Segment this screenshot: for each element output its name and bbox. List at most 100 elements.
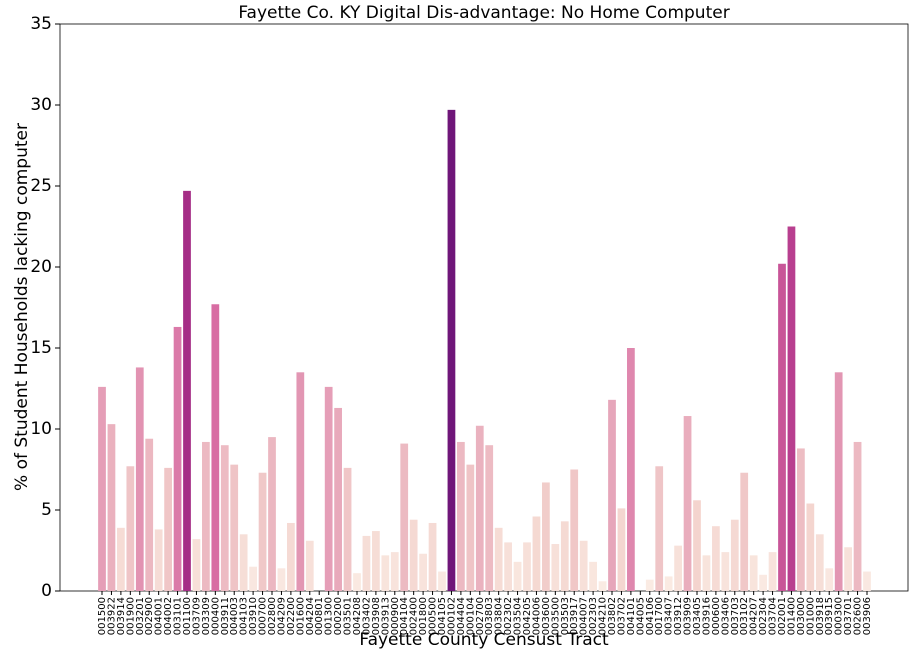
bar	[277, 568, 286, 591]
bar	[532, 516, 541, 591]
bar	[589, 561, 597, 591]
x-tick-label: 001900	[125, 597, 136, 635]
x-tick-label: 000801	[314, 597, 325, 635]
bar	[192, 539, 201, 591]
bar	[164, 467, 172, 591]
chart-title: Fayette Co. KY Digital Dis-advantage: No…	[238, 3, 729, 23]
x-tick-label: 001700	[654, 597, 665, 635]
x-tick-label: 003704	[768, 597, 779, 635]
x-tick-label: 001400	[786, 597, 797, 635]
x-tick-label: 000300	[834, 597, 845, 635]
x-tick-label: 004101	[626, 597, 637, 635]
bar	[268, 437, 276, 591]
x-tick-label: 003102	[739, 597, 750, 635]
x-tick-label: 004106	[645, 597, 656, 635]
x-tick-label: 003500	[550, 597, 561, 635]
bar	[853, 441, 862, 591]
x-tick-label: 000200	[333, 597, 344, 635]
x-tick-label: 004209	[276, 597, 287, 635]
bar	[135, 367, 144, 591]
x-tick-label: 003922	[106, 597, 117, 635]
bar	[409, 519, 418, 591]
bar	[617, 508, 626, 591]
bar	[334, 407, 342, 591]
x-tick-label: 000400	[210, 597, 221, 635]
bar	[239, 534, 248, 591]
x-tick-label: 004210	[598, 597, 609, 635]
bar	[485, 445, 494, 591]
bar	[183, 190, 191, 592]
bar	[258, 472, 267, 591]
bar	[542, 482, 550, 591]
bar	[627, 348, 635, 591]
x-tick-label: 004208	[352, 597, 363, 635]
x-tick-label: 003911	[220, 597, 231, 635]
bar	[645, 579, 654, 591]
x-tick-label: 003913	[380, 597, 391, 635]
bar	[249, 566, 257, 591]
bar	[211, 304, 220, 591]
bar	[674, 545, 682, 591]
bar	[353, 573, 361, 591]
bar	[768, 552, 777, 591]
x-tick-label: 004105	[437, 597, 448, 635]
x-tick-label: 003916	[701, 597, 712, 635]
y-tick-label: 10	[30, 419, 52, 439]
x-tick-label: 000500	[428, 597, 439, 635]
x-tick-label: 002200	[286, 597, 297, 635]
bar	[608, 399, 616, 591]
bar	[381, 555, 390, 591]
bar	[664, 576, 673, 591]
x-tick-label: 003101	[173, 597, 184, 635]
x-tick-label: 004103	[239, 597, 250, 635]
x-tick-label: 003802	[607, 597, 618, 635]
bar	[296, 372, 305, 591]
bar	[419, 553, 427, 591]
y-tick-label: 25	[30, 176, 52, 196]
x-tick-label: 003702	[616, 597, 627, 635]
x-tick-label: 002800	[267, 597, 278, 635]
x-tick-label: 002400	[409, 597, 420, 635]
bar	[834, 372, 843, 591]
x-tick-label: 004404	[456, 597, 467, 635]
bar	[513, 561, 522, 591]
x-tick-label: 003406	[720, 597, 731, 635]
bar	[778, 263, 786, 591]
x-tick-label: 000600	[711, 597, 722, 635]
x-tick-label: 003908	[371, 597, 382, 635]
plot-frame	[59, 23, 909, 592]
x-tick-label: 004207	[749, 597, 760, 635]
x-tick-label: 001500	[97, 597, 108, 635]
x-tick-label: 001600	[295, 597, 306, 635]
bar	[655, 466, 664, 591]
bar	[428, 522, 437, 591]
bar	[551, 544, 560, 591]
bar	[466, 464, 475, 591]
bar	[815, 534, 824, 591]
bar	[570, 469, 579, 591]
x-tick-label: 003910	[248, 597, 259, 635]
x-tick-label: 003501	[343, 597, 354, 635]
x-tick-label: 004104	[399, 597, 410, 635]
bar	[797, 448, 805, 591]
bar	[98, 386, 106, 591]
x-tick-label: 004007	[579, 597, 590, 635]
bar	[390, 552, 399, 591]
x-tick-label: 002303	[588, 597, 599, 635]
bar	[787, 226, 796, 591]
y-axis-label: % of Student Households lacking computer	[12, 123, 32, 491]
y-tick-label: 35	[30, 14, 52, 34]
y-tick-label: 20	[30, 257, 52, 277]
bar	[457, 441, 465, 591]
x-tick-label: 004205	[522, 597, 533, 635]
bar	[324, 386, 333, 591]
x-axis-label: Fayette County Censust Tract	[359, 630, 609, 650]
bar	[126, 466, 135, 591]
bar	[740, 472, 749, 591]
bar	[863, 571, 871, 591]
y-tick-label: 15	[30, 338, 52, 358]
bar	[154, 529, 163, 591]
bar	[202, 441, 210, 591]
bar	[730, 519, 739, 591]
